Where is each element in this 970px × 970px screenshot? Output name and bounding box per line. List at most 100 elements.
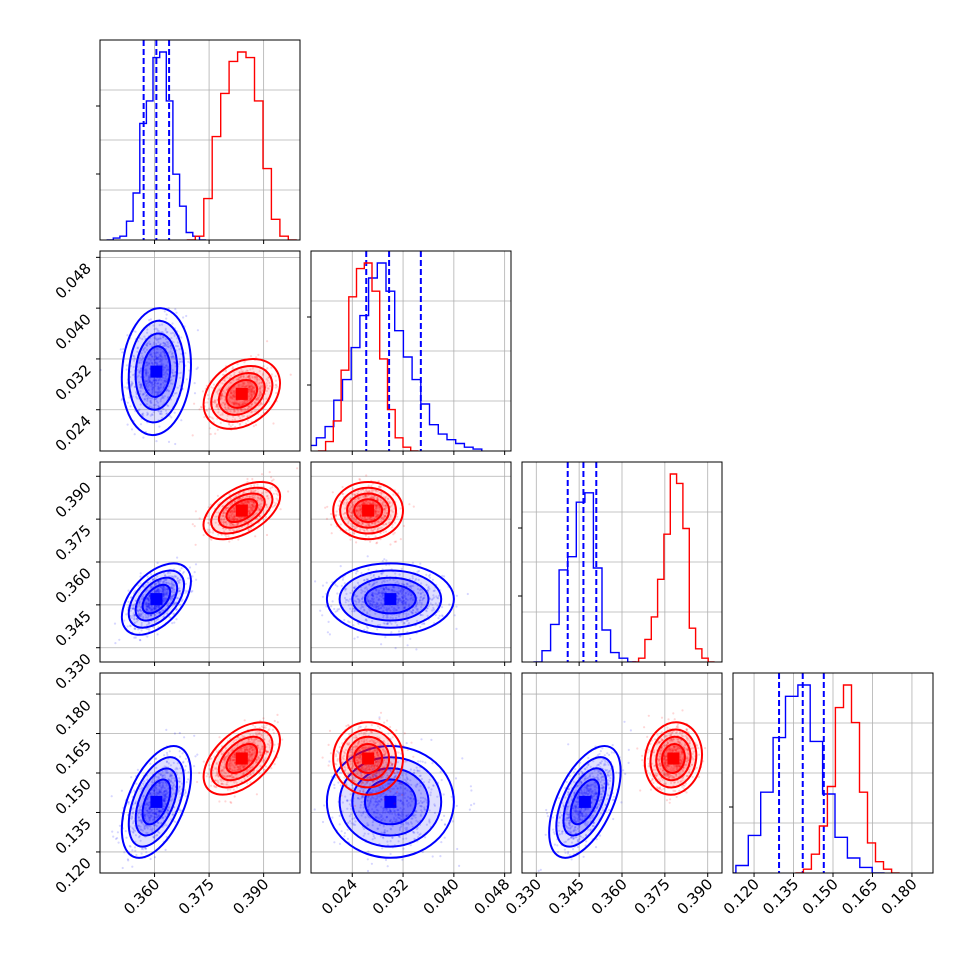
scatter-point bbox=[159, 398, 162, 401]
scatter-point bbox=[167, 396, 170, 399]
scatter-point bbox=[399, 507, 402, 510]
scatter-point bbox=[140, 358, 143, 362]
scatter-point bbox=[156, 387, 159, 390]
scatter-point bbox=[434, 613, 437, 617]
scatter-point bbox=[149, 586, 152, 590]
scatter-point bbox=[128, 624, 131, 627]
scatter-point bbox=[145, 373, 148, 376]
scatter-point bbox=[165, 364, 168, 367]
scatter-point bbox=[147, 597, 150, 600]
scatter-point bbox=[360, 591, 363, 595]
scatter-point bbox=[155, 356, 158, 359]
scatter-point bbox=[455, 627, 458, 631]
scatter-point bbox=[358, 599, 361, 603]
scatter-point bbox=[162, 397, 165, 400]
scatter-point bbox=[418, 589, 422, 592]
scatter-point bbox=[159, 611, 162, 614]
scatter-point bbox=[232, 403, 235, 406]
scatter-point bbox=[412, 505, 415, 508]
scatter-point bbox=[171, 369, 174, 372]
scatter-point bbox=[238, 403, 241, 406]
scatter-point bbox=[162, 407, 165, 410]
scatter-point bbox=[222, 521, 225, 524]
contours-series-1 bbox=[332, 481, 405, 541]
scatter-point bbox=[260, 381, 264, 384]
scatter-point bbox=[259, 402, 262, 405]
scatter-point bbox=[194, 510, 197, 513]
scatter-point bbox=[414, 579, 417, 582]
scatter-point bbox=[164, 342, 167, 345]
scatter-point bbox=[395, 609, 398, 612]
scatter-point bbox=[255, 375, 259, 378]
scatter-point bbox=[396, 602, 399, 605]
scatter-point bbox=[144, 584, 148, 587]
scatter-point bbox=[232, 515, 235, 519]
scatter-point bbox=[253, 502, 256, 505]
scatter-point bbox=[223, 518, 226, 521]
contour-level bbox=[120, 307, 192, 437]
scatter-point bbox=[207, 522, 210, 525]
scatter-point bbox=[409, 594, 412, 597]
scatter-point bbox=[276, 499, 279, 502]
scatter-point bbox=[141, 393, 144, 396]
scatter-point bbox=[165, 597, 168, 600]
scatter-point bbox=[233, 500, 236, 504]
scatter-point bbox=[325, 517, 329, 521]
scatter-point bbox=[137, 409, 140, 412]
scatter-point bbox=[260, 381, 263, 384]
scatter-point bbox=[164, 356, 167, 359]
scatter-point bbox=[402, 590, 405, 593]
scatter-point bbox=[209, 503, 212, 506]
scatter-point bbox=[230, 523, 233, 526]
scatter-point bbox=[229, 497, 232, 500]
scatter-point bbox=[130, 604, 133, 607]
scatter-point bbox=[251, 503, 254, 506]
scatter-point bbox=[164, 574, 167, 577]
scatter-point bbox=[157, 605, 160, 609]
scatter-point bbox=[257, 397, 260, 400]
scatter-point bbox=[253, 391, 256, 394]
scatter-point bbox=[403, 605, 406, 609]
scatter-point bbox=[379, 586, 382, 590]
scatter-point bbox=[372, 592, 375, 595]
scatter-point bbox=[171, 589, 174, 592]
scatter-point bbox=[381, 594, 384, 597]
scatter-point bbox=[167, 368, 170, 371]
scatter-point bbox=[236, 517, 239, 521]
scatter-point bbox=[277, 494, 280, 497]
scatter-point bbox=[160, 331, 164, 334]
scatter-point bbox=[240, 374, 243, 377]
scatter-point bbox=[161, 586, 164, 589]
scatter-point bbox=[184, 789, 187, 792]
scatter-point bbox=[233, 409, 236, 412]
scatter-point bbox=[375, 581, 379, 584]
scatter-point bbox=[233, 398, 236, 401]
scatter-point bbox=[380, 601, 383, 605]
scatter-point bbox=[253, 392, 256, 395]
scatter-point bbox=[237, 376, 240, 379]
scatter-point bbox=[151, 390, 154, 393]
scatter-point bbox=[162, 592, 165, 596]
scatter-point bbox=[146, 363, 149, 366]
scatter-point bbox=[206, 528, 209, 531]
scatter-point bbox=[361, 597, 364, 600]
scatter-point bbox=[150, 352, 153, 355]
scatter-point bbox=[157, 379, 160, 382]
scatter-point bbox=[165, 592, 168, 595]
panel-frame bbox=[99, 39, 301, 241]
scatter-point bbox=[145, 604, 148, 607]
scatter-point bbox=[146, 397, 149, 400]
scatter-point bbox=[191, 434, 194, 437]
scatter-point bbox=[144, 590, 147, 593]
scatter-point bbox=[229, 390, 232, 393]
scatter-point bbox=[259, 497, 262, 500]
scatter-point bbox=[165, 612, 168, 615]
scatter-point bbox=[438, 614, 441, 617]
scatter-point bbox=[133, 385, 136, 389]
scatter-point bbox=[416, 570, 419, 573]
scatter-point bbox=[222, 395, 225, 398]
scatter-point bbox=[145, 342, 149, 345]
scatter-point bbox=[232, 507, 236, 510]
scatter-point bbox=[162, 341, 165, 344]
scatter-point bbox=[371, 591, 374, 595]
